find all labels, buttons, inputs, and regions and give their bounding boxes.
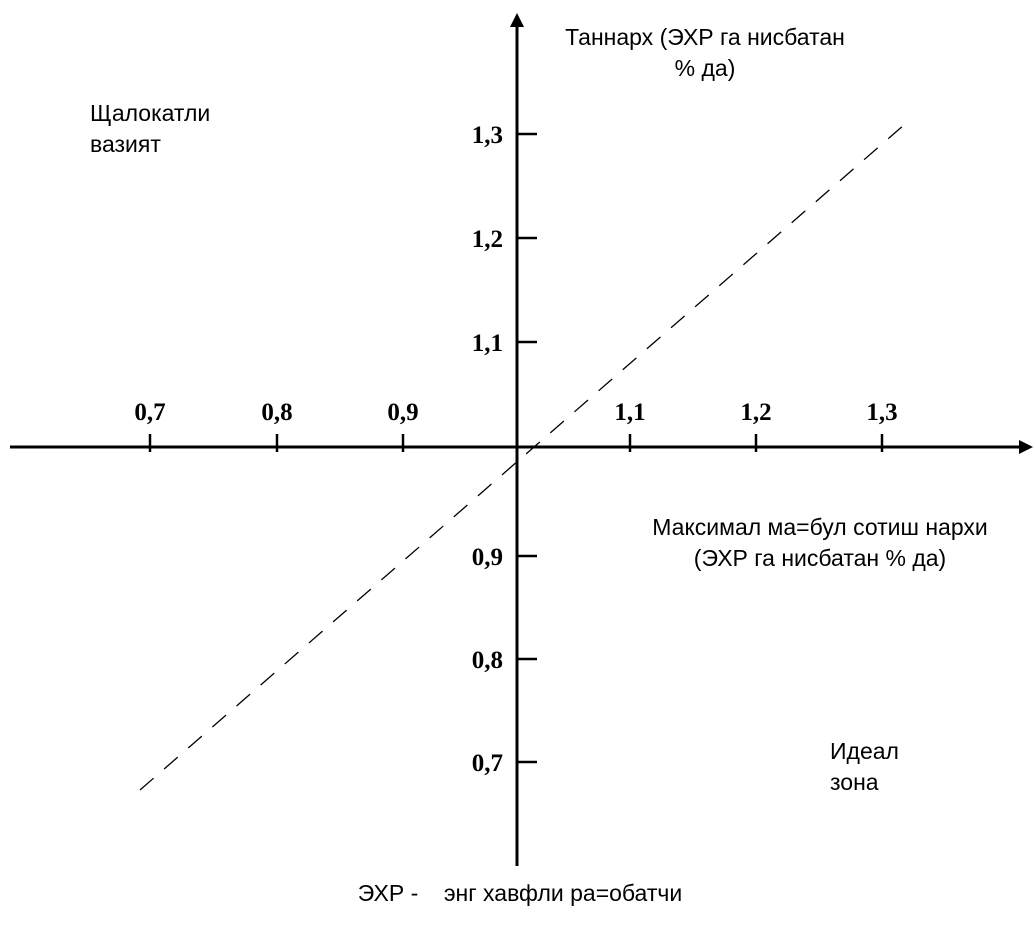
- x-tick-label: 1,1: [614, 399, 645, 426]
- x-tick-label: 1,2: [740, 399, 771, 426]
- x-tick-label: 1,3: [866, 399, 897, 426]
- tick-group: 0,7 0,8 0,9 1,1 1,2 1,3 1,1 1,2 1,3 0,9 0,8 0,7: [134, 122, 897, 777]
- y-tick-label: 1,2: [472, 226, 503, 253]
- y-tick-label: 0,8: [472, 647, 503, 674]
- caption: ЭХР - энг хавфли ра=обатчи: [357, 880, 683, 906]
- x-tick-label: 0,8: [261, 399, 292, 426]
- ideal-zone-label: Идеал зона: [830, 738, 899, 796]
- y-tick-label: 0,7: [472, 750, 503, 777]
- danger-zone-label: Щалокатли вазият: [90, 100, 211, 158]
- y-tick-label: 0,9: [472, 544, 503, 571]
- x-axis-label: Максимал ма=бул сотиш нархи (ЭХР га нисб…: [652, 514, 988, 572]
- y-axis-label: Таннарх (ЭХР га нисбатан % да): [565, 24, 845, 82]
- diagonal-line: [139, 117, 913, 791]
- y-tick-label: 1,1: [472, 330, 503, 357]
- y-tick-label: 1,3: [472, 122, 503, 149]
- x-tick-label: 0,7: [134, 399, 165, 426]
- x-tick-label: 0,9: [387, 399, 418, 426]
